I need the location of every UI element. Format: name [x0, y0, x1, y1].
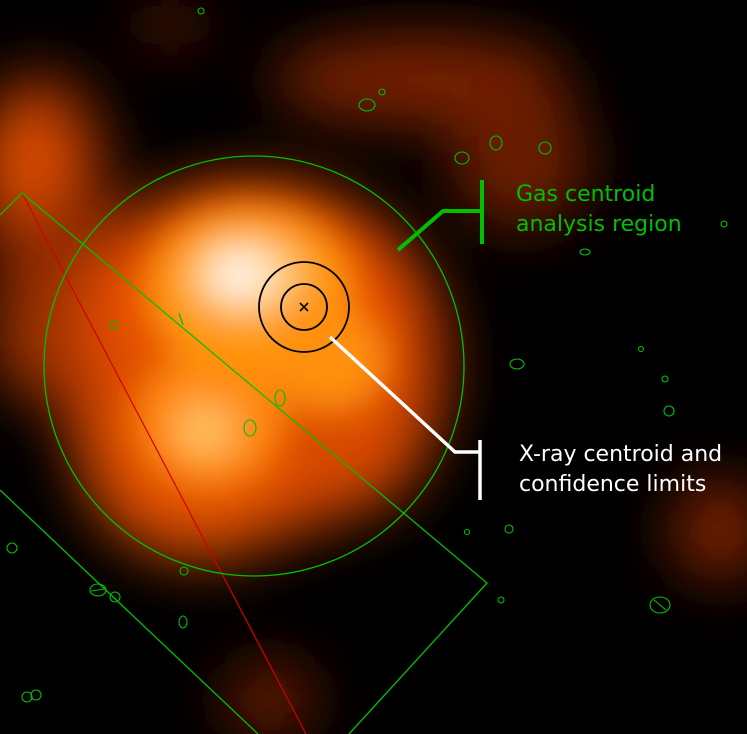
- pointing-line: [21, 192, 307, 734]
- gas-region-pointer: [396, 180, 484, 252]
- xray-centroid-pointer: [328, 335, 482, 500]
- detector-outline: [0, 192, 488, 734]
- gas-region-label: Gas centroid analysis region: [516, 180, 682, 240]
- gas-region-label-line1: Gas centroid: [516, 182, 656, 207]
- xray-centroid-marker: [258, 261, 350, 353]
- gas-region-label-line2: analysis region: [516, 212, 682, 237]
- xray-centroid-label: X-ray centroid and confidence limits: [519, 440, 722, 500]
- centroid-cross-icon: [299, 302, 309, 312]
- xray-centroid-label-line1: X-ray centroid and: [519, 442, 723, 467]
- xray-centroid-label-line2: confidence limits: [519, 472, 707, 497]
- point-sources: [6, 7, 728, 703]
- gas-analysis-region: [43, 155, 465, 577]
- confidence-circle-inner: [280, 283, 328, 331]
- confidence-circle-outer: [258, 261, 350, 353]
